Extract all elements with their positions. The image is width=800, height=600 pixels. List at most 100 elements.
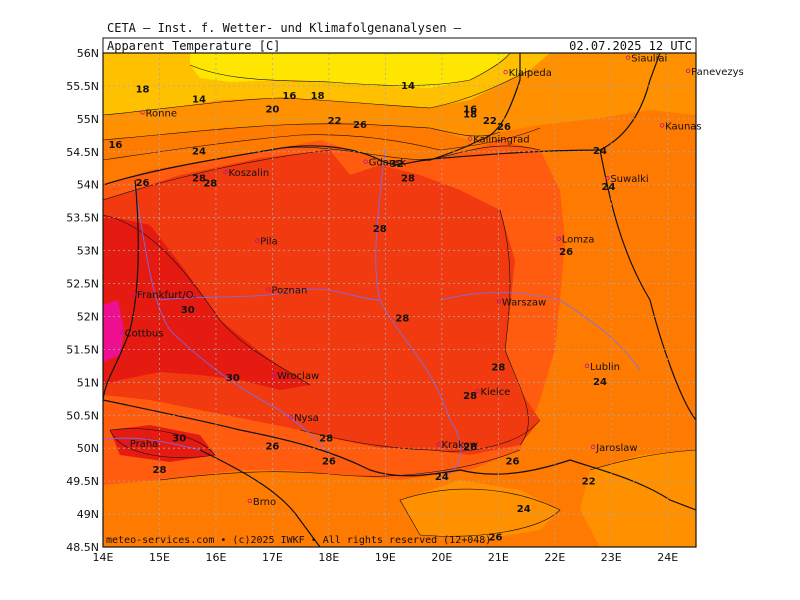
city-marker bbox=[140, 110, 145, 115]
city-label: Poznan bbox=[271, 285, 307, 296]
coastline bbox=[103, 53, 521, 186]
contour-label: 28 bbox=[153, 465, 167, 476]
valid-time: 02.07.2025 12 UTC bbox=[569, 39, 692, 53]
contour-label: 16 bbox=[463, 104, 477, 115]
contour-label: 22 bbox=[483, 116, 497, 127]
lat-tick-label: 51.5N bbox=[66, 343, 99, 356]
city-label: Wroclaw bbox=[277, 371, 319, 382]
contour-label: 30 bbox=[226, 373, 240, 384]
city-label: Krakow bbox=[441, 440, 478, 451]
lat-tick-label: 52N bbox=[77, 310, 99, 323]
band-30 bbox=[103, 215, 310, 390]
city-marker bbox=[626, 55, 631, 60]
city-label: Lomza bbox=[562, 235, 595, 246]
city-label: Kaunas bbox=[665, 121, 702, 132]
city-label: Nysa bbox=[294, 413, 319, 424]
city-label: Klaipeda bbox=[509, 68, 552, 79]
graticule bbox=[103, 53, 696, 547]
lon-tick-label: 16E bbox=[205, 551, 226, 564]
city-label: Cottbus bbox=[125, 328, 164, 339]
city-labels: Siauliai Klaipeda Panevezys Ronne Kaunas Kali… bbox=[119, 54, 744, 508]
contour-label: 24 bbox=[593, 146, 607, 157]
contour-label: 28 bbox=[192, 173, 206, 184]
contour-line bbox=[589, 449, 696, 471]
city-marker bbox=[605, 175, 610, 181]
lon-tick-label: 17E bbox=[262, 551, 283, 564]
border-kaliningrad bbox=[419, 53, 661, 161]
latitude-ticks: 56N 55.5N 55N 54.5N 54N 53.5N 53N 52.5N 52N 51.5N… bbox=[66, 47, 99, 554]
city-label: Brno bbox=[253, 497, 276, 508]
contour-label: 16 bbox=[282, 91, 296, 102]
contour-label: 22 bbox=[328, 116, 342, 127]
city-label: Praha bbox=[130, 439, 159, 450]
city-label: Koszalin bbox=[229, 168, 270, 179]
city-marker bbox=[556, 236, 561, 241]
contour-label: 14 bbox=[192, 94, 206, 105]
lat-tick-label: 50N bbox=[77, 442, 99, 455]
river-vistula bbox=[375, 149, 462, 481]
borders bbox=[103, 53, 696, 547]
lat-tick-label: 49N bbox=[77, 508, 99, 521]
city-marker bbox=[363, 159, 368, 164]
contour-label: 18 bbox=[463, 110, 477, 121]
contour-lines bbox=[103, 53, 696, 537]
contour-label: 26 bbox=[353, 120, 367, 131]
contour-label: 16 bbox=[108, 140, 122, 151]
contour-label: 14 bbox=[401, 81, 415, 92]
contour-label: 26 bbox=[489, 532, 503, 543]
lon-tick-label: 24E bbox=[657, 551, 678, 564]
border-west bbox=[103, 179, 139, 401]
contour-line bbox=[159, 449, 521, 481]
contour-line bbox=[499, 209, 529, 446]
city-label: Pila bbox=[260, 237, 278, 248]
contour-label: 18 bbox=[311, 91, 325, 102]
contour-label: 24 bbox=[593, 377, 607, 388]
city-label: Kielce bbox=[480, 387, 510, 398]
lat-tick-label: 51N bbox=[77, 376, 99, 389]
band-30-south bbox=[110, 425, 215, 462]
lat-tick-label: 50.5N bbox=[66, 409, 99, 422]
contour-line bbox=[109, 428, 216, 458]
city-label: Ronne bbox=[146, 108, 177, 119]
city-marker bbox=[119, 330, 124, 335]
plot-frame bbox=[102, 52, 697, 548]
city-marker bbox=[223, 170, 228, 175]
contour-line bbox=[299, 419, 541, 452]
city-label: Warszaw bbox=[502, 297, 546, 308]
contour-line bbox=[103, 149, 331, 201]
field-label: Apparent_Temperature [C] bbox=[107, 39, 280, 53]
city-marker bbox=[503, 69, 508, 75]
contour-label: 28 bbox=[463, 442, 477, 453]
band-22-south bbox=[400, 480, 560, 540]
contour-line bbox=[103, 123, 501, 141]
contour-line bbox=[399, 488, 561, 537]
lon-tick-label: 23E bbox=[601, 551, 622, 564]
contour-label: 26 bbox=[559, 247, 573, 258]
footer-copyright: meteo-services.com • (c)2025 IWKF • All … bbox=[106, 535, 491, 546]
contour-label: 24 bbox=[435, 472, 449, 483]
city-label: Suwalki bbox=[610, 174, 648, 185]
band-22-east bbox=[580, 450, 696, 547]
contour-label: 18 bbox=[136, 85, 150, 96]
band-28 bbox=[103, 150, 540, 455]
lat-tick-label: 54N bbox=[77, 179, 99, 192]
city-label: Frankfurt/O. bbox=[137, 290, 196, 301]
contour-label: 20 bbox=[265, 104, 279, 115]
city-marker bbox=[659, 123, 665, 128]
city-label: Lublin bbox=[590, 362, 620, 373]
contour-label: 24 bbox=[517, 504, 531, 515]
city-marker bbox=[124, 440, 129, 446]
lon-tick-label: 19E bbox=[375, 551, 396, 564]
band-32 bbox=[103, 300, 124, 362]
contour-label: 26 bbox=[265, 442, 279, 453]
lat-tick-label: 55N bbox=[77, 113, 99, 126]
lat-tick-label: 54.5N bbox=[66, 146, 99, 159]
city-marker bbox=[496, 299, 502, 304]
temperature-field bbox=[103, 53, 696, 547]
contour-label: 26 bbox=[322, 457, 336, 468]
city-marker bbox=[436, 442, 441, 447]
contour-line bbox=[103, 214, 311, 386]
rivers bbox=[103, 149, 641, 481]
lat-tick-label: 52.5N bbox=[66, 278, 99, 291]
